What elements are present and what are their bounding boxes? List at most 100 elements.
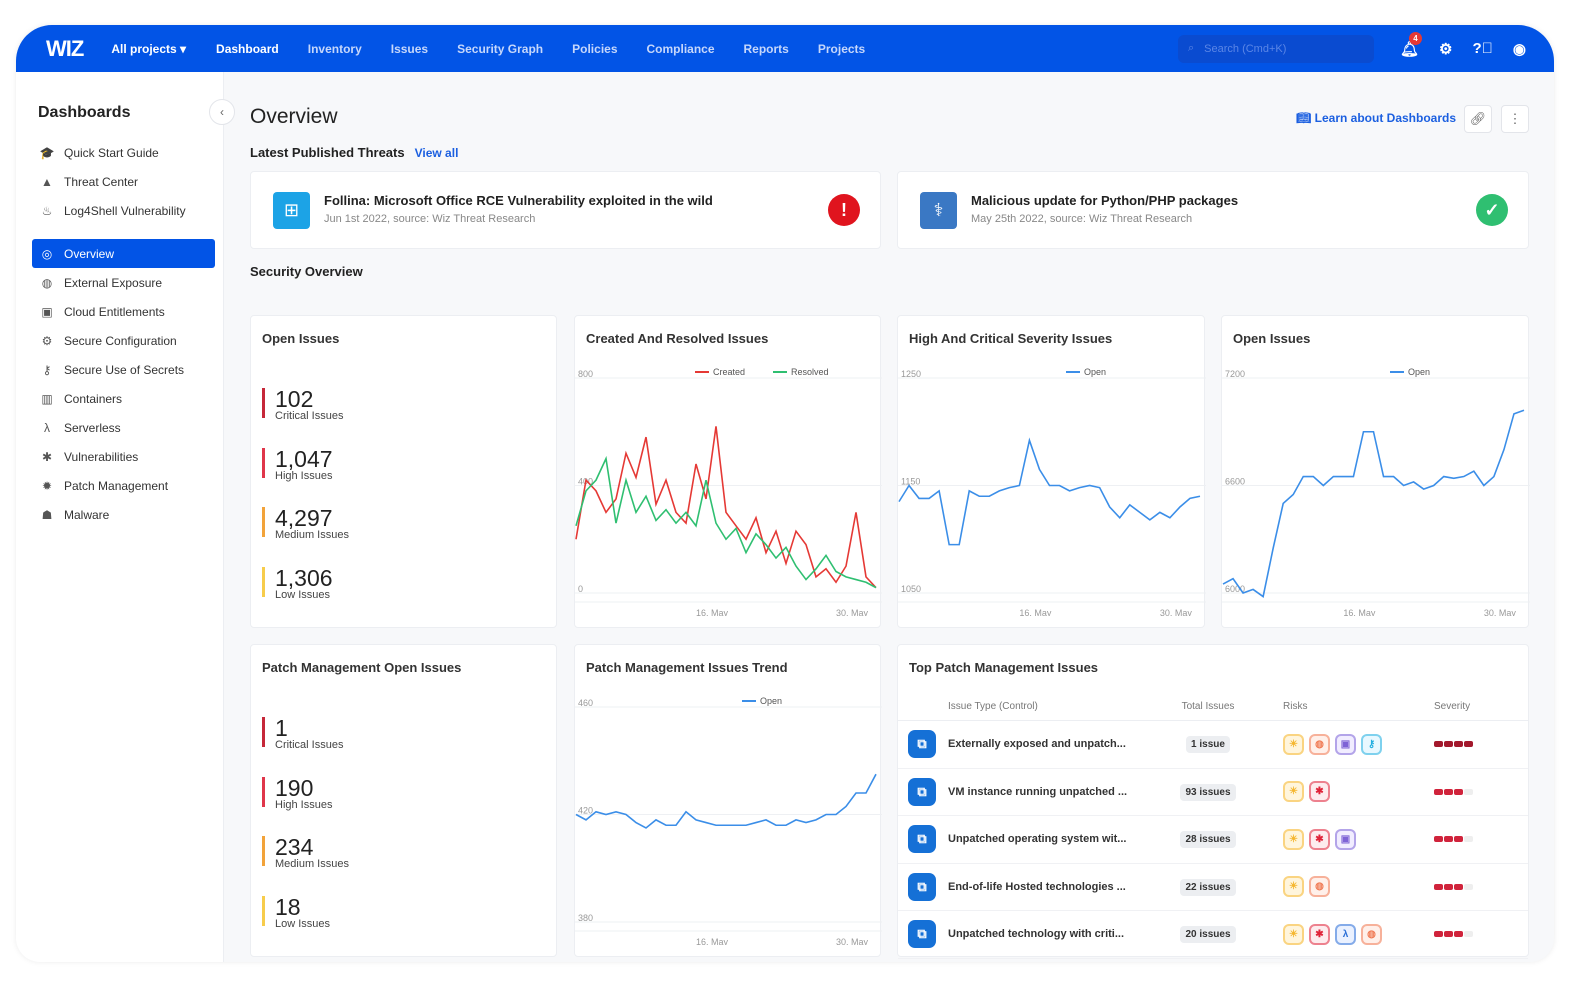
issue-count[interactable]: 93 issues bbox=[1180, 783, 1236, 801]
learn-dashboards-link[interactable]: 📖︎ Learn about Dashboards bbox=[1296, 111, 1456, 125]
nav-projects[interactable]: Projects bbox=[817, 41, 866, 56]
x-tick-label: 30. May bbox=[836, 608, 869, 616]
view-all-link[interactable]: View all bbox=[414, 146, 459, 160]
bug-icon[interactable]: ✱ bbox=[1309, 828, 1330, 850]
card-title: Open Issues bbox=[262, 331, 340, 346]
y-tick-label: 1150 bbox=[901, 477, 920, 487]
issue-type[interactable]: VM instance running unpatched ... bbox=[948, 785, 1128, 798]
sidebar-item-external-exposure[interactable]: ◍ External Exposure bbox=[32, 268, 215, 297]
collapse-sidebar-button[interactable]: ‹ bbox=[209, 99, 235, 125]
sidebar-item-label: Vulnerabilities bbox=[64, 449, 139, 464]
issue-count[interactable]: 28 issues bbox=[1180, 831, 1236, 849]
notification-count: 4 bbox=[1408, 31, 1422, 45]
issue-count[interactable]: 20 issues bbox=[1180, 926, 1236, 944]
stat-high-issues[interactable]: 1,047 High Issues bbox=[262, 445, 333, 482]
key-icon[interactable]: ⚷ bbox=[1361, 733, 1382, 755]
bell-icon[interactable]: 🔔︎ 4 bbox=[1400, 31, 1422, 58]
sidebar-item-label: Log4Shell Vulnerability bbox=[64, 203, 186, 218]
nav-issues[interactable]: Issues bbox=[390, 41, 429, 56]
sidebar-item-patch-management[interactable]: ✹ Patch Management bbox=[32, 471, 215, 500]
threat-title[interactable]: Follina: Microsoft Office RCE Vulnerabil… bbox=[324, 193, 713, 208]
stat-low-issues[interactable]: 1,306 Low Issues bbox=[262, 566, 333, 601]
sun-icon[interactable]: ☀ bbox=[1283, 828, 1304, 850]
malware-icon: ☗ bbox=[41, 507, 53, 522]
chart-title: High And Critical Severity Issues bbox=[909, 331, 1113, 346]
col-severity[interactable]: Severity bbox=[1434, 701, 1471, 712]
sidebar-item-vulnerabilities[interactable]: ✱ Vulnerabilities bbox=[32, 442, 215, 471]
help-icon[interactable]: ?⃝ bbox=[1472, 40, 1493, 57]
table-row[interactable]: ⧉ Unpatched operating system wit... 28 iss… bbox=[898, 816, 1528, 864]
wiz-logo[interactable]: WIZ bbox=[46, 35, 84, 61]
id-card-icon[interactable]: ▣ bbox=[1335, 828, 1356, 850]
sidebar-item-containers[interactable]: ▥ Containers bbox=[32, 384, 215, 413]
nav-inventory[interactable]: Inventory bbox=[307, 41, 362, 56]
stat-critical-issues[interactable]: 1 Critical Issues bbox=[262, 715, 343, 751]
globe-icon[interactable]: ◍ bbox=[1361, 923, 1382, 945]
lambda-icon[interactable]: λ bbox=[1335, 923, 1356, 945]
sun-icon[interactable]: ☀ bbox=[1283, 876, 1304, 898]
id-card-icon[interactable]: ▣ bbox=[1335, 733, 1356, 755]
sidebar-item-label: Serverless bbox=[64, 420, 121, 435]
sidebar-item-quick-start-guide[interactable]: 🎓 Quick Start Guide bbox=[32, 138, 215, 167]
issue-type[interactable]: Externally exposed and unpatch... bbox=[948, 738, 1126, 751]
copy-link-button[interactable]: 🔗︎ bbox=[1464, 105, 1492, 133]
legend-label[interactable]: Resolved bbox=[791, 367, 829, 377]
stat-low-issues[interactable]: 18 Low Issues bbox=[262, 895, 330, 930]
legend-label[interactable]: Created bbox=[713, 367, 745, 377]
legend-label[interactable]: Open bbox=[1408, 367, 1430, 377]
stat-high-issues[interactable]: 190 High Issues bbox=[262, 776, 332, 811]
severity-indicator bbox=[1434, 931, 1528, 938]
sidebar-item-secure-use-of-secrets[interactable]: ⚷ Secure Use of Secrets bbox=[32, 355, 215, 384]
legend-label[interactable]: Open bbox=[1084, 367, 1106, 377]
table-row[interactable]: ⧉ Externally exposed and unpatch... 1 issu… bbox=[898, 721, 1528, 769]
sun-icon[interactable]: ☀ bbox=[1283, 923, 1304, 945]
gear-icon[interactable]: ⚙ bbox=[1439, 40, 1453, 58]
project-selector[interactable]: All projects ▾ bbox=[111, 41, 187, 56]
nav-reports[interactable]: Reports bbox=[743, 41, 789, 56]
globe-icon[interactable]: ◍ bbox=[1309, 876, 1330, 898]
table-row[interactable]: ⧉ End-of-life Hosted technologies ... 22 i… bbox=[898, 864, 1528, 911]
stat-medium-issues[interactable]: 234 Medium Issues bbox=[262, 836, 349, 870]
globe-icon: ◍ bbox=[41, 275, 53, 290]
stat-value: 4,297 bbox=[275, 505, 333, 531]
table-row[interactable]: ⧉ VM instance running unpatched ... 93 iss… bbox=[898, 769, 1528, 816]
y-tick-label: 7200 bbox=[1225, 369, 1245, 379]
sidebar-item-threat-center[interactable]: ▲ Threat Center bbox=[32, 167, 215, 196]
sun-icon[interactable]: ☀ bbox=[1283, 733, 1304, 755]
threat-card[interactable]: ⊞ Follina: Microsoft Office RCE Vulnerabi… bbox=[250, 171, 881, 249]
bug-icon[interactable]: ✱ bbox=[1309, 781, 1330, 803]
bug-icon[interactable]: ✱ bbox=[1309, 923, 1330, 945]
issue-type[interactable]: Unpatched operating system wit... bbox=[948, 833, 1127, 846]
nav-security-graph[interactable]: Security Graph bbox=[457, 41, 544, 56]
user-icon[interactable]: ◉ bbox=[1512, 40, 1526, 58]
issue-type[interactable]: Unpatched technology with criti... bbox=[948, 928, 1125, 941]
sidebar-item-cloud-entitlements[interactable]: ▣ Cloud Entitlements bbox=[32, 297, 215, 326]
stat-value: 1 bbox=[275, 715, 288, 741]
nav-compliance[interactable]: Compliance bbox=[646, 41, 715, 56]
sidebar-item-overview[interactable]: ◎ Overview bbox=[32, 239, 215, 268]
threat-card[interactable]: ⚕ Malicious update for Python/PHP package… bbox=[897, 171, 1529, 249]
stat-value: 1,047 bbox=[275, 445, 333, 472]
table-row[interactable]: ⧉ Unpatched technology with criti... 20 is… bbox=[898, 911, 1528, 959]
issue-count[interactable]: 22 issues bbox=[1180, 878, 1236, 896]
legend-label[interactable]: Open bbox=[760, 696, 782, 706]
sidebar-item-serverless[interactable]: λ Serverless bbox=[32, 413, 215, 442]
sidebar-item-log4shell-vulnerability[interactable]: ♨ Log4Shell Vulnerability bbox=[32, 196, 215, 225]
col-issue-type[interactable]: Issue Type (Control) bbox=[948, 701, 1038, 712]
sun-icon[interactable]: ☀ bbox=[1283, 781, 1304, 803]
more-menu-button[interactable]: ⋮ bbox=[1501, 105, 1529, 133]
issue-count[interactable]: 1 issue bbox=[1186, 736, 1230, 754]
sidebar-item-secure-configuration[interactable]: ⚙ Secure Configuration bbox=[32, 326, 215, 355]
y-tick-label: 1250 bbox=[901, 369, 921, 379]
stat-medium-issues[interactable]: 4,297 Medium Issues bbox=[262, 505, 349, 541]
stat-critical-issues[interactable]: 102 Critical Issues bbox=[262, 388, 343, 422]
nav-dashboard[interactable]: Dashboard bbox=[216, 41, 279, 56]
sidebar-item-label: Secure Use of Secrets bbox=[64, 362, 185, 377]
sidebar-item-malware[interactable]: ☗ Malware bbox=[32, 500, 215, 529]
threat-title[interactable]: Malicious update for Python/PHP packages bbox=[971, 193, 1239, 208]
search-input[interactable]: ⌕ Search (Cmd+K) bbox=[1177, 34, 1374, 63]
col-total-issues[interactable]: Total Issues bbox=[1181, 701, 1235, 712]
nav-policies[interactable]: Policies bbox=[572, 41, 618, 56]
issue-type[interactable]: End-of-life Hosted technologies ... bbox=[948, 880, 1126, 893]
globe-icon[interactable]: ◍ bbox=[1309, 733, 1330, 755]
